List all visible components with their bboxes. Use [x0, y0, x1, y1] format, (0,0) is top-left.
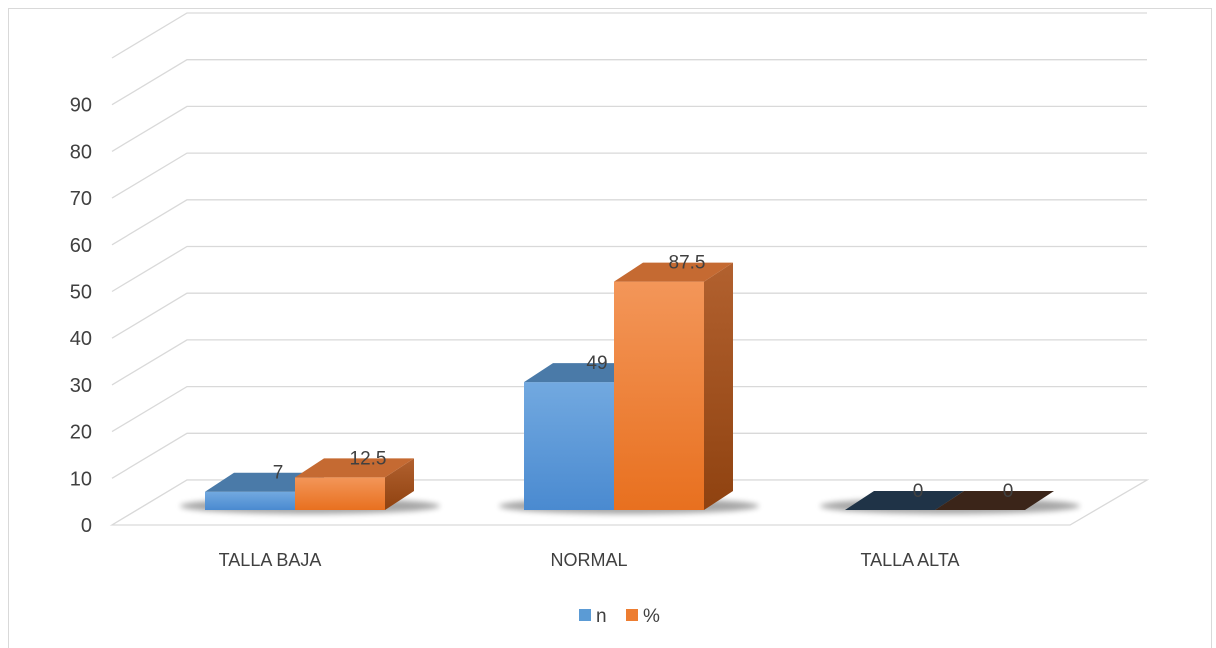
bar-side — [704, 262, 733, 510]
category-label: NORMAL — [550, 550, 627, 570]
y-tick-label: 10 — [70, 468, 92, 490]
y-tick-label: 60 — [70, 235, 92, 257]
bar-top — [845, 491, 964, 510]
chart-frame — [8, 8, 1212, 648]
y-tick-label: 90 — [70, 95, 92, 117]
category-label: TALLA ALTA — [860, 550, 959, 570]
legend-swatch — [579, 609, 591, 621]
y-tick-label: 80 — [70, 141, 92, 163]
gridline — [111, 12, 1147, 59]
bar — [524, 382, 614, 510]
data-label: 0 — [1003, 481, 1014, 502]
data-label: 7 — [273, 463, 284, 484]
y-tick-label: 20 — [70, 422, 92, 444]
bar-top — [935, 491, 1054, 510]
category-label: TALLA BAJA — [219, 550, 322, 570]
gridline — [111, 199, 1147, 246]
y-tick-label: 50 — [70, 282, 92, 304]
bar-top — [295, 458, 414, 478]
gridline — [111, 59, 1147, 106]
gridline — [111, 152, 1147, 199]
data-label: 0 — [913, 481, 924, 502]
bar — [295, 477, 385, 510]
data-label: 12.5 — [350, 448, 387, 469]
y-tick-label: 30 — [70, 375, 92, 397]
data-label: 87.5 — [669, 253, 706, 274]
legend-label: % — [643, 606, 660, 627]
bar-top — [614, 262, 733, 282]
bar — [614, 281, 704, 510]
legend-label: n — [596, 606, 607, 627]
y-tick-label: 40 — [70, 328, 92, 350]
gridline — [111, 292, 1147, 339]
gridline — [111, 385, 1147, 433]
y-tick-label: 0 — [81, 515, 92, 537]
bar — [205, 491, 295, 510]
data-label: 49 — [586, 353, 607, 374]
gridline — [111, 339, 1147, 386]
bar-top — [205, 472, 324, 492]
bar-top — [524, 363, 643, 383]
bar-side — [385, 458, 414, 510]
gridline — [111, 245, 1147, 293]
gridline — [111, 105, 1147, 152]
legend-swatch — [626, 609, 638, 621]
gridline — [111, 432, 1147, 479]
y-tick-label: 70 — [70, 188, 92, 210]
